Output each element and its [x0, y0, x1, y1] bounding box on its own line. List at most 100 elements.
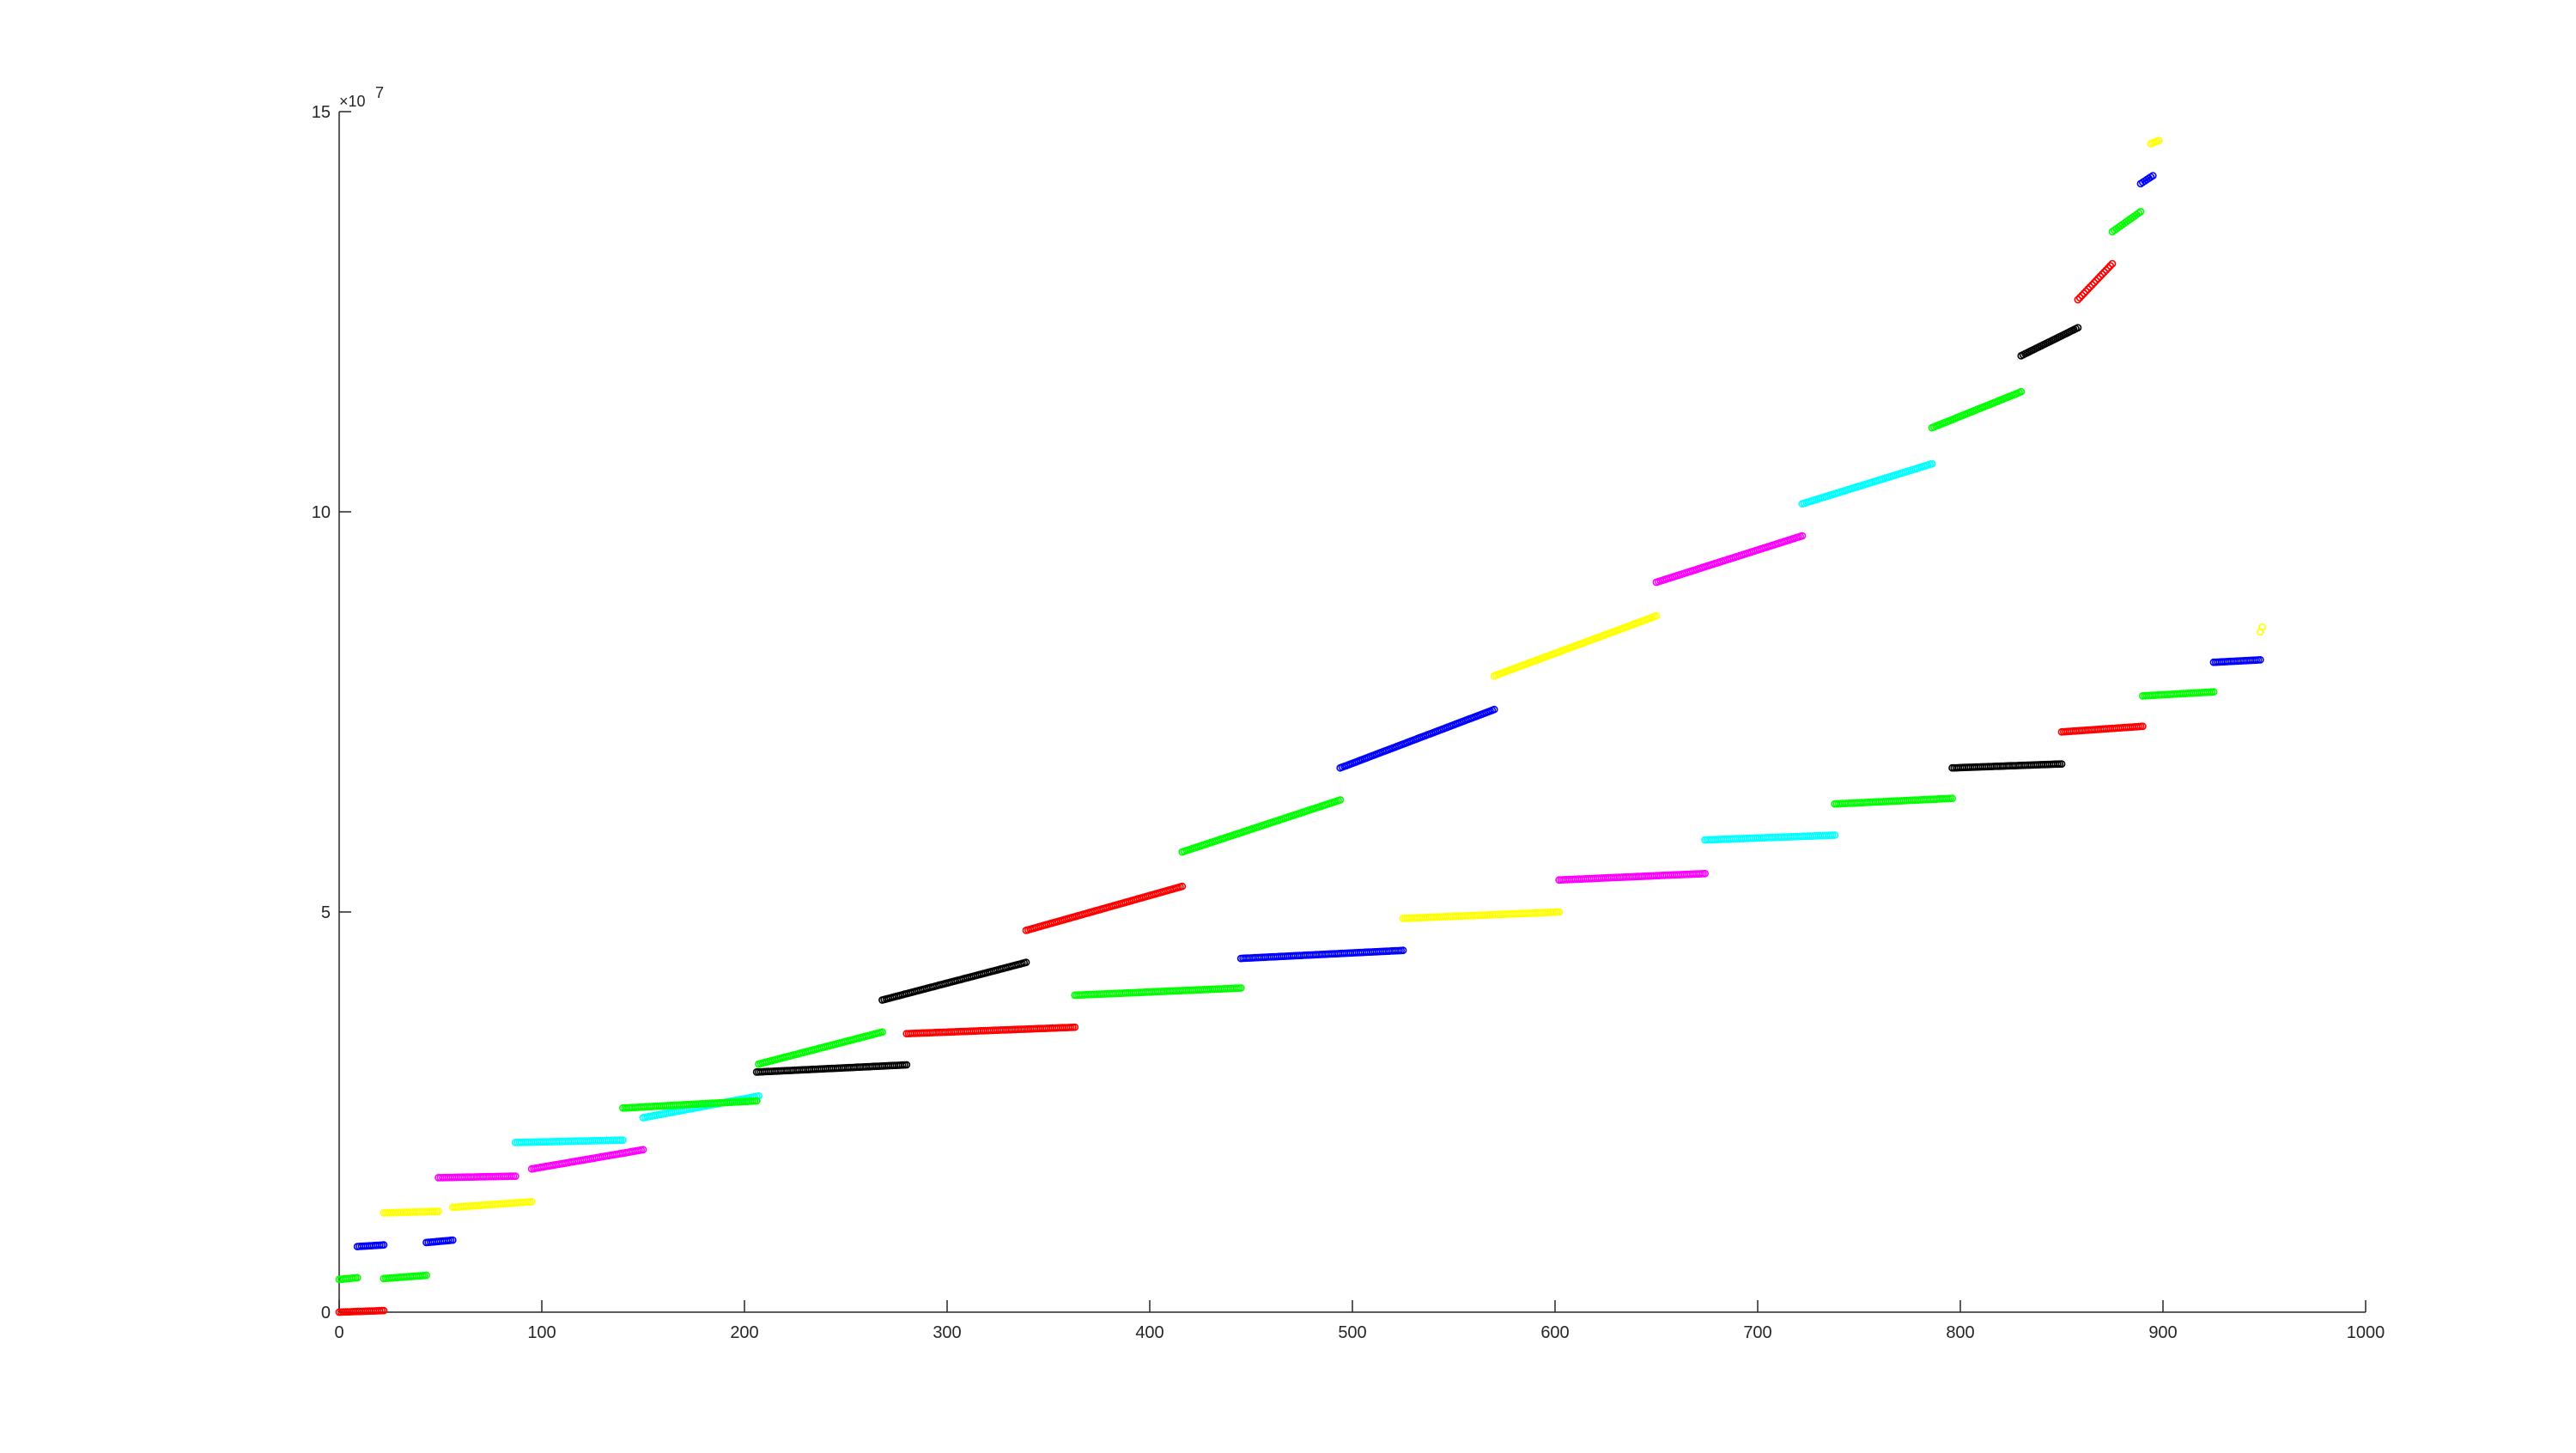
- series-16-red: [1022, 882, 1187, 934]
- y-axis-exponent: ×10 7: [339, 84, 384, 110]
- data-point: [2075, 294, 2084, 301]
- axes: 0 100 200 300 400 500 600 700 800 900 1000 051015 …: [312, 84, 2385, 1342]
- x-tick-label: 600: [1540, 1323, 1569, 1342]
- x-tick-label: 900: [2148, 1323, 2177, 1342]
- data-point: [619, 1136, 627, 1144]
- series-26-cyan: [1798, 459, 1936, 508]
- data-point: [380, 1241, 388, 1249]
- y-tick-label: 0: [321, 1304, 331, 1322]
- x-tick-label: 300: [933, 1323, 961, 1342]
- x-tick-label: 0: [334, 1323, 343, 1342]
- data-point: [639, 1146, 647, 1154]
- y-ticks: 0 5 10 15: [312, 103, 351, 1322]
- y-exponent-base: ×10: [339, 93, 366, 110]
- data-point: [2209, 688, 2218, 696]
- data-point: [2154, 137, 2163, 144]
- data-point: [2057, 760, 2066, 768]
- data-point: [2256, 656, 2264, 664]
- data-point: [1336, 796, 1345, 804]
- data-point: [1701, 869, 1709, 878]
- data-point: [1948, 794, 1956, 803]
- data-point: [2102, 266, 2111, 274]
- series-13-black: [752, 1061, 911, 1076]
- series-6-yellow: [448, 1198, 536, 1212]
- x-tick-label: 700: [1743, 1323, 1771, 1342]
- series-11-green: [619, 1097, 761, 1112]
- data-point: [1236, 984, 1245, 992]
- data-point: [2106, 262, 2114, 270]
- data-point: [2081, 287, 2090, 295]
- data-point: [752, 1097, 761, 1105]
- data-point: [2096, 272, 2105, 281]
- data-point: [2074, 324, 2082, 331]
- data-point: [2090, 278, 2099, 287]
- data-point: [434, 1207, 442, 1215]
- series-33-green: [2138, 688, 2218, 700]
- data-point: [2108, 259, 2117, 268]
- x-tick-label: 800: [1946, 1323, 1974, 1342]
- data-point: [878, 1028, 886, 1037]
- series-4-blue: [422, 1236, 457, 1247]
- series-18-green: [1178, 796, 1345, 856]
- series-32-red: [2074, 259, 2117, 304]
- series-3-blue: [353, 1241, 388, 1250]
- series-7-magenta: [434, 1172, 519, 1182]
- y-tick-label: 15: [312, 103, 331, 122]
- y-tick-label: 5: [321, 903, 331, 922]
- series-36-blue: [2136, 172, 2157, 188]
- series-8-magenta: [527, 1146, 647, 1173]
- series-15-red: [902, 1023, 1079, 1038]
- data-point: [2017, 387, 2026, 396]
- series-14-black: [878, 958, 1030, 1004]
- series-23-magenta: [1555, 869, 1709, 885]
- series-38-yellow: [2147, 137, 2163, 148]
- series-35-blue: [2209, 656, 2264, 666]
- data-point: [1928, 459, 1936, 468]
- data-point: [527, 1198, 536, 1206]
- series-21-yellow: [1399, 908, 1564, 922]
- series-2-green: [380, 1271, 430, 1283]
- data-point: [2104, 264, 2112, 272]
- data-point: [2258, 623, 2266, 631]
- data-point: [1399, 946, 1407, 955]
- data-point: [2092, 277, 2100, 285]
- data-point: [2098, 270, 2106, 278]
- data-point: [2100, 268, 2108, 277]
- data-point: [1798, 532, 1807, 540]
- y-exponent-power: 7: [375, 84, 384, 101]
- series-28-green: [1928, 387, 2026, 432]
- x-ticks: 0 100 200 300 400 500 600 700 800 900 1000: [334, 1300, 2385, 1342]
- data-point: [380, 1306, 388, 1315]
- data-point: [448, 1236, 457, 1244]
- series-17-green: [1071, 984, 1245, 1000]
- data-point: [1178, 882, 1187, 891]
- series-0-red: [335, 1306, 388, 1316]
- y-tick-label: 10: [312, 503, 331, 522]
- series-30-black: [2017, 324, 2082, 360]
- series-19-blue: [1236, 946, 1407, 963]
- data-point: [2074, 295, 2082, 304]
- plot-points: [335, 137, 2266, 1316]
- data-point: [2094, 274, 2102, 283]
- series-37-yellow: [2256, 623, 2266, 636]
- x-tick-label: 500: [1338, 1323, 1366, 1342]
- series-1-green: [335, 1274, 361, 1284]
- data-point: [2078, 291, 2086, 300]
- data-point: [2086, 283, 2094, 291]
- data-point: [1022, 958, 1030, 967]
- series-5-yellow: [380, 1207, 442, 1217]
- x-tick-label: 200: [730, 1323, 758, 1342]
- series-27-green: [1831, 794, 1956, 808]
- series-12-green: [755, 1028, 886, 1068]
- data-point: [422, 1271, 430, 1280]
- data-point: [902, 1061, 911, 1069]
- x-tick-label: 400: [1135, 1323, 1163, 1342]
- data-point: [2138, 722, 2147, 731]
- data-point: [2136, 208, 2145, 216]
- series-31-red: [2057, 722, 2147, 736]
- data-point: [1490, 705, 1498, 714]
- data-point: [2148, 172, 2157, 179]
- data-point: [2087, 281, 2096, 289]
